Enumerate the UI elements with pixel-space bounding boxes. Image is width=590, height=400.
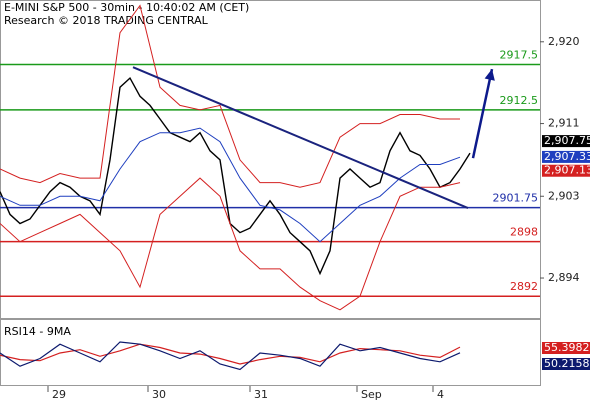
level-label: 2917.5 [500,49,539,62]
price-tag-label: 2,907.75 [544,134,590,147]
level-label: 2912.5 [500,94,539,107]
chart-title: E-MINI S&P 500 - 30min - 10:40:02 AM (CE… [4,1,249,14]
x-tick-label: Sep [361,388,382,400]
chart-subtitle: Research © 2018 TRADING CENTRAL [4,14,209,27]
y-tick-label: 2,920 [548,35,580,48]
level-label: 2898 [510,226,538,239]
price-tag [542,164,590,177]
x-tick-label: 30 [152,388,166,400]
rsi-tag-label: 50.2158 [544,357,590,370]
upper-band [0,4,460,188]
x-tick-label: 31 [254,388,268,400]
x-tick-label: 4 [437,388,444,400]
rsi-tag-label: 55.3982 [544,341,590,354]
price-tag [542,150,590,163]
rsi-line [0,341,461,371]
price-line [0,76,471,276]
arrow [471,68,494,159]
rsi-ma [0,343,461,365]
x-tick-label: 29 [52,388,66,400]
arrow-head [484,69,495,81]
price-panel [0,0,541,319]
price-tag [542,135,590,148]
price-tag-label: 2,907.13 [544,164,590,177]
level-label: 2901.75 [493,192,539,205]
rsi-title: RSI14 - 9MA [4,325,71,338]
rsi-tag [542,358,590,370]
y-tick-label: 2,911 [548,117,580,130]
rsi-tag [542,342,590,354]
level-label: 2892 [510,280,538,293]
lower-band [0,177,461,311]
trendline [132,66,469,210]
moving-average [0,127,461,243]
price-tag-label: 2,907.33 [544,150,590,163]
y-tick-label: 2,903 [548,189,580,202]
y-tick-label: 2,894 [548,271,580,284]
